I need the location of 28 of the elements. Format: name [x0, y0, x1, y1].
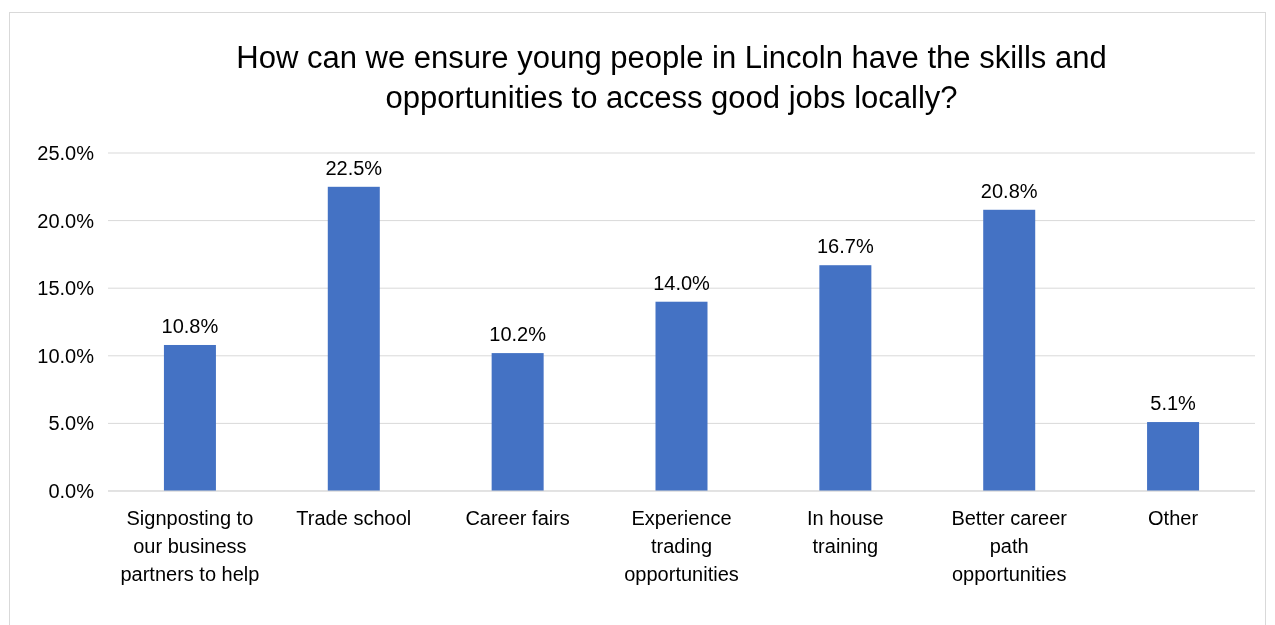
y-tick-label: 25.0%	[37, 142, 95, 164]
x-tick-label: Experience trading opportunities	[624, 507, 739, 585]
bar	[983, 209, 1036, 491]
x-tick-label: Career fairs	[465, 507, 570, 529]
y-tick-label: 0.0%	[48, 480, 95, 502]
y-tick-label: 15.0%	[37, 277, 95, 300]
data-label: 14.0%	[653, 271, 711, 294]
y-tick-label: 20.0%	[37, 209, 95, 232]
y-tick-label: 10.0%	[37, 344, 95, 367]
bar	[491, 353, 544, 491]
bar	[327, 186, 380, 491]
bar	[819, 265, 872, 491]
data-label: 22.5%	[325, 156, 383, 179]
bar	[1147, 422, 1200, 491]
data-label: 20.8%	[980, 179, 1038, 202]
x-tick-label: Other	[1148, 507, 1199, 529]
bar	[163, 344, 216, 491]
y-tick-label: 5.0%	[48, 412, 95, 435]
data-label: 10.2%	[489, 323, 547, 346]
data-label: 5.1%	[1150, 392, 1197, 415]
x-tick-label: Signposting to our business partners to help	[120, 507, 260, 585]
chart-title: How can we ensure young people in Lincoln have the skills and opportunities to access good jobs locally?	[236, 40, 1107, 115]
x-tick-label: Trade school	[296, 507, 412, 529]
bar	[655, 301, 708, 491]
x-tick-label: In house training	[806, 507, 884, 557]
data-label: 10.8%	[161, 314, 219, 337]
x-tick-label: Better career path opportunities	[951, 507, 1068, 585]
data-label: 16.7%	[817, 235, 874, 258]
